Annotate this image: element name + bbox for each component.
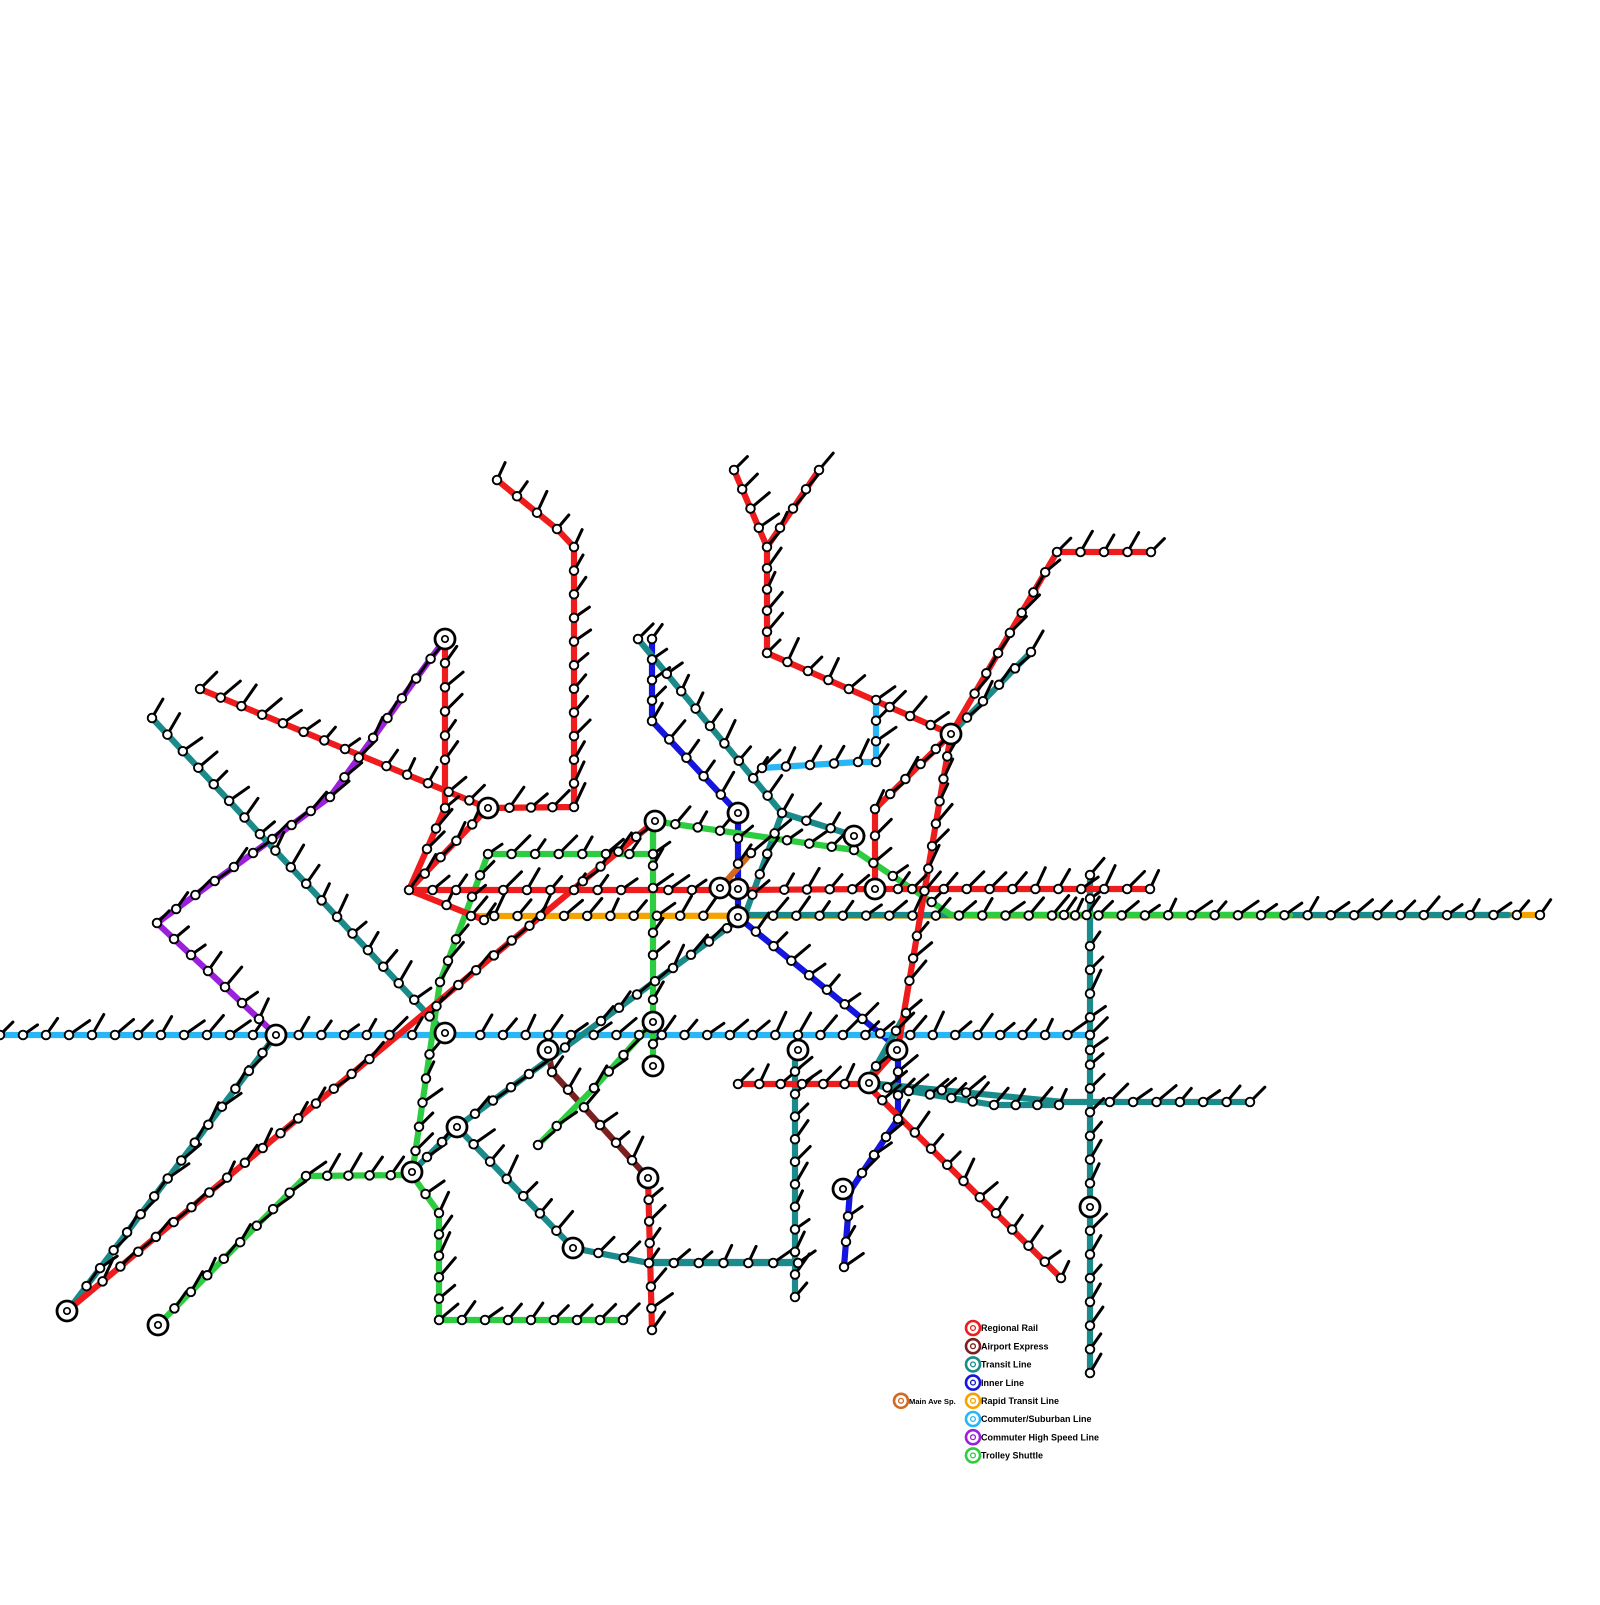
svg-text:Main Ave Sp.: Main Ave Sp. <box>909 1397 956 1406</box>
svg-text:Transit Line: Transit Line <box>981 1360 1032 1370</box>
svg-text:Trolley Shuttle: Trolley Shuttle <box>981 1451 1043 1461</box>
svg-text:Commuter High Speed Line: Commuter High Speed Line <box>981 1432 1099 1442</box>
svg-text:Rapid Transit Line: Rapid Transit Line <box>981 1396 1059 1406</box>
svg-text:Regional Rail: Regional Rail <box>981 1323 1038 1333</box>
svg-text:Commuter/Suburban Line: Commuter/Suburban Line <box>981 1414 1092 1424</box>
svg-text:Airport Express: Airport Express <box>981 1341 1049 1351</box>
svg-text:Inner Line: Inner Line <box>981 1378 1024 1388</box>
